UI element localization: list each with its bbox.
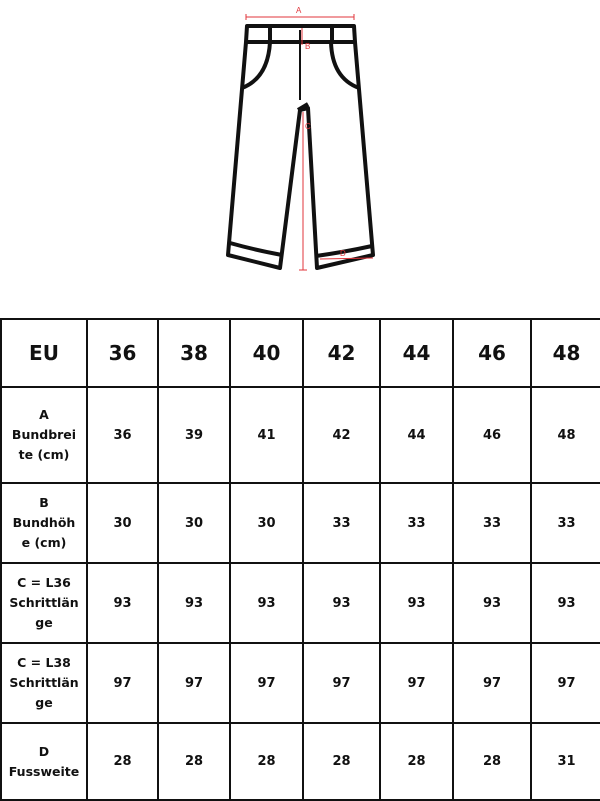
table-cell: 42 bbox=[302, 386, 381, 484]
row-label-line: C = L38 bbox=[17, 655, 71, 670]
pants-outline bbox=[226, 24, 375, 270]
table-cell: 30 bbox=[157, 482, 231, 564]
table-cell: 93 bbox=[530, 562, 600, 644]
row-label-line: ge bbox=[35, 615, 53, 630]
row-label-line: Bundhöh bbox=[12, 515, 76, 530]
table-cell: 44 bbox=[379, 386, 454, 484]
table-cell: 97 bbox=[379, 642, 454, 724]
table-cell: 33 bbox=[302, 482, 381, 564]
table-cell: 28 bbox=[86, 722, 159, 801]
row-label-line: B bbox=[39, 495, 49, 510]
size-chart-table: EU 36 38 40 42 44 46 48 A Bundbrei te (cm) 36 39 41… bbox=[0, 318, 600, 801]
table-row: C = L36 Schrittlän ge 93 93 93 93 93 93 93 bbox=[0, 562, 600, 644]
table-cell: 36 bbox=[86, 386, 159, 484]
table-cell: 93 bbox=[157, 562, 231, 644]
header-eu: EU bbox=[0, 318, 88, 388]
row-label-line: D bbox=[38, 743, 50, 759]
header-size: 42 bbox=[302, 318, 381, 388]
row-label-line: ge bbox=[35, 695, 53, 710]
table-cell: 33 bbox=[530, 482, 600, 564]
table-cell: 33 bbox=[379, 482, 454, 564]
row-label-line: te (cm) bbox=[18, 447, 70, 462]
row-label: A Bundbrei te (cm) bbox=[0, 386, 88, 484]
table-cell: 93 bbox=[452, 562, 532, 644]
table-cell: 93 bbox=[86, 562, 159, 644]
table-cell: 31 bbox=[530, 722, 600, 801]
table-cell: 28 bbox=[157, 722, 231, 801]
table-row: D Fussweite 28 28 28 28 28 28 31 bbox=[0, 722, 600, 801]
row-label-line: Schrittlän bbox=[9, 675, 79, 690]
table-cell: 46 bbox=[452, 386, 532, 484]
row-label-line: Schrittlän bbox=[9, 595, 79, 610]
header-size: 46 bbox=[452, 318, 532, 388]
table-cell: 93 bbox=[302, 562, 381, 644]
label-d: D bbox=[340, 249, 346, 258]
table-cell: 28 bbox=[302, 722, 381, 801]
table-row: C = L38 Schrittlän ge 97 97 97 97 97 97 97 bbox=[0, 642, 600, 724]
table-cell: 30 bbox=[229, 482, 304, 564]
table-cell: 28 bbox=[229, 722, 304, 801]
header-size: 36 bbox=[86, 318, 159, 388]
measure-lines bbox=[245, 14, 374, 271]
header-size: 40 bbox=[229, 318, 304, 388]
row-label-line: Fussweite bbox=[8, 763, 80, 779]
row-label: C = L38 Schrittlän ge bbox=[0, 642, 88, 724]
table-cell: 30 bbox=[86, 482, 159, 564]
header-size: 44 bbox=[379, 318, 454, 388]
row-label-line: A bbox=[39, 407, 49, 422]
table-cell: 97 bbox=[157, 642, 231, 724]
row-label: C = L36 Schrittlän ge bbox=[0, 562, 88, 644]
table-cell: 28 bbox=[452, 722, 532, 801]
pants-measurement-diagram: A B C D bbox=[226, 6, 375, 271]
label-a: A bbox=[296, 6, 302, 15]
table-cell: 41 bbox=[229, 386, 304, 484]
row-label: B Bundhöh e (cm) bbox=[0, 482, 88, 564]
label-b: B bbox=[305, 42, 310, 51]
table-cell: 39 bbox=[157, 386, 231, 484]
header-size: 48 bbox=[530, 318, 600, 388]
table-cell: 97 bbox=[452, 642, 532, 724]
table-cell: 97 bbox=[229, 642, 304, 724]
table-cell: 48 bbox=[530, 386, 600, 484]
header-row: EU 36 38 40 42 44 46 48 bbox=[0, 318, 600, 388]
table-cell: 97 bbox=[86, 642, 159, 724]
table-cell: 33 bbox=[452, 482, 532, 564]
table-cell: 93 bbox=[379, 562, 454, 644]
row-label-line: C = L36 bbox=[17, 575, 71, 590]
table-row: A Bundbrei te (cm) 36 39 41 42 44 46 48 bbox=[0, 386, 600, 484]
table-cell: 97 bbox=[302, 642, 381, 724]
row-label-line: e (cm) bbox=[21, 535, 67, 550]
table-row: B Bundhöh e (cm) 30 30 30 33 33 33 33 bbox=[0, 482, 600, 564]
row-label-line: Bundbrei bbox=[11, 427, 77, 442]
label-c: C bbox=[305, 122, 311, 131]
table-cell: 97 bbox=[530, 642, 600, 724]
row-label: D Fussweite bbox=[0, 722, 88, 801]
table-cell: 93 bbox=[229, 562, 304, 644]
header-size: 38 bbox=[157, 318, 231, 388]
table-cell: 28 bbox=[379, 722, 454, 801]
